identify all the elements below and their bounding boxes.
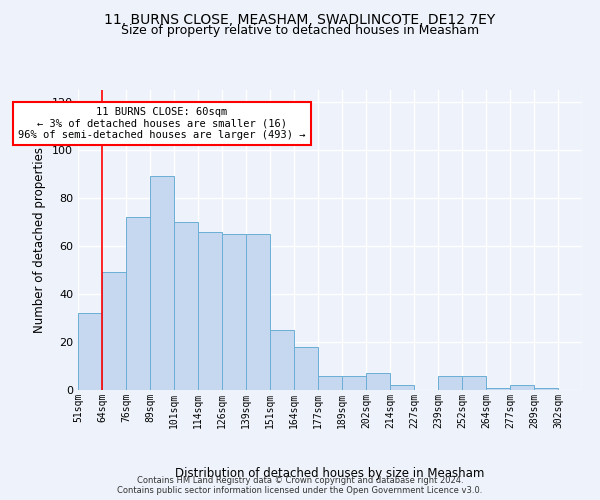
Bar [342, 376, 366, 390]
X-axis label: Distribution of detached houses by size in Measham: Distribution of detached houses by size … [175, 467, 485, 480]
Bar [198, 232, 222, 390]
Y-axis label: Number of detached properties: Number of detached properties [34, 147, 46, 333]
Text: 11 BURNS CLOSE: 60sqm
← 3% of detached houses are smaller (16)
96% of semi-detac: 11 BURNS CLOSE: 60sqm ← 3% of detached h… [18, 107, 306, 140]
Bar [270, 330, 294, 390]
Bar [78, 313, 102, 390]
Text: Size of property relative to detached houses in Measham: Size of property relative to detached ho… [121, 24, 479, 37]
Bar [174, 222, 198, 390]
Bar [318, 376, 342, 390]
Bar [486, 388, 510, 390]
Bar [222, 234, 246, 390]
Text: Contains HM Land Registry data © Crown copyright and database right 2024.
Contai: Contains HM Land Registry data © Crown c… [118, 476, 482, 495]
Bar [438, 376, 462, 390]
Bar [462, 376, 486, 390]
Text: 11, BURNS CLOSE, MEASHAM, SWADLINCOTE, DE12 7EY: 11, BURNS CLOSE, MEASHAM, SWADLINCOTE, D… [104, 12, 496, 26]
Bar [366, 373, 390, 390]
Bar [150, 176, 174, 390]
Bar [246, 234, 270, 390]
Bar [126, 217, 150, 390]
Bar [294, 347, 318, 390]
Bar [510, 385, 534, 390]
Bar [534, 388, 558, 390]
Bar [102, 272, 126, 390]
Bar [390, 385, 414, 390]
